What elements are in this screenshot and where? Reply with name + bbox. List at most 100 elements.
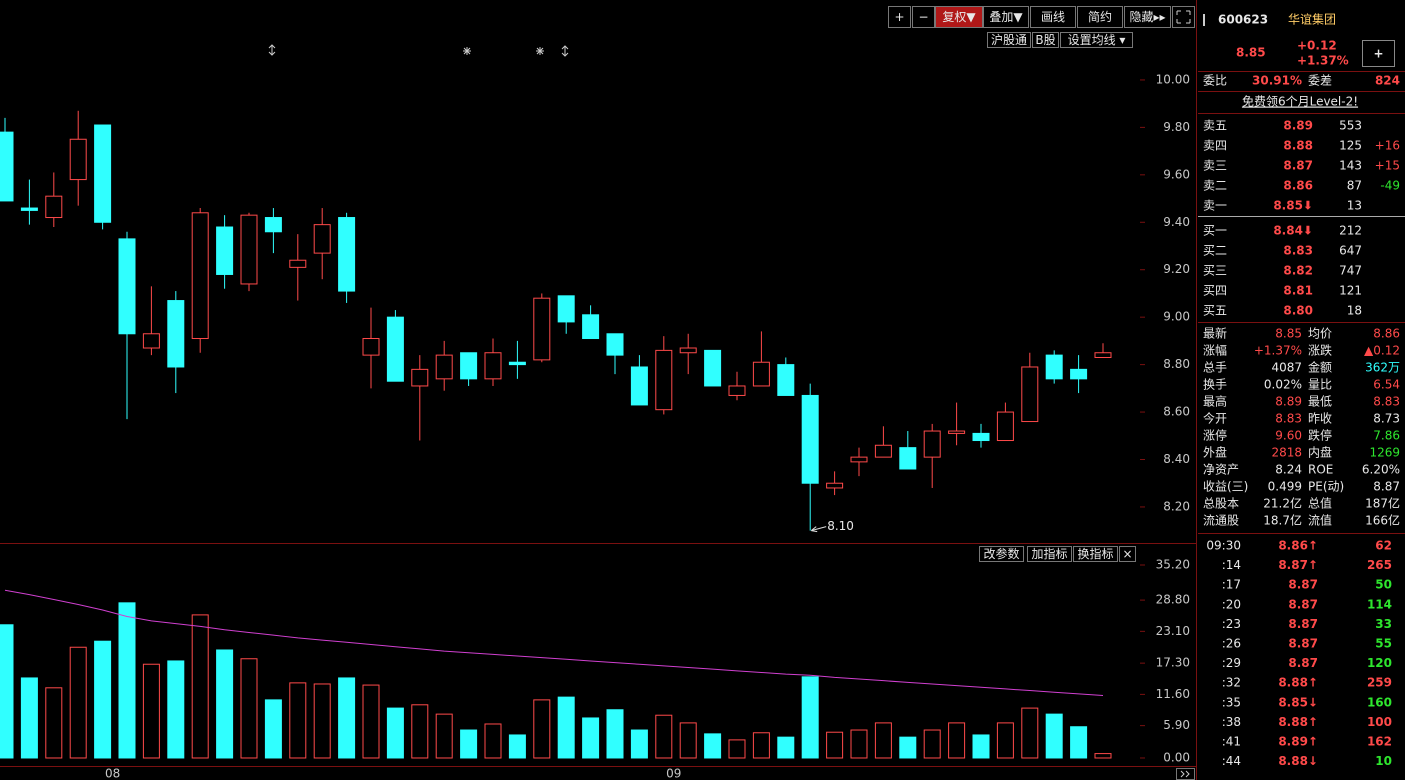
y-tick-label: 10.00: [1156, 72, 1190, 86]
candle-body: [777, 364, 795, 396]
book-price: 8.86: [1283, 179, 1313, 193]
button-label[interactable]: 沪股通: [991, 33, 1027, 47]
button[interactable]: [888, 6, 911, 28]
tick-price: 8.88↑: [1278, 715, 1318, 729]
stock-name: 华谊集团: [1288, 12, 1336, 27]
fullscreen-button[interactable]: [1172, 6, 1195, 28]
stat-label: 跌停: [1308, 428, 1332, 443]
tick-price: 8.86↑: [1278, 539, 1318, 553]
tick-volume: 50: [1375, 578, 1392, 592]
stat-value: 7.86: [1373, 429, 1400, 443]
button[interactable]: [983, 6, 1029, 28]
button[interactable]: [979, 546, 1024, 562]
volume-bar: [850, 729, 868, 759]
volume-bar: [972, 734, 990, 759]
candle-body: [362, 338, 380, 356]
book-price: 8.84⬇: [1273, 224, 1313, 238]
button-label[interactable]: B股: [1035, 33, 1055, 47]
button-label[interactable]: 设置均线 ▾: [1068, 33, 1126, 47]
book-qty: 553: [1339, 119, 1362, 133]
tick-price: 8.87: [1288, 617, 1318, 631]
volume-bar: [142, 663, 160, 759]
button-label[interactable]: 画线: [1041, 10, 1065, 24]
scroll-button[interactable]: [1176, 768, 1195, 780]
button[interactable]: [1032, 32, 1059, 48]
annotation: 8.10: [827, 519, 854, 533]
tick-time: :23: [1222, 617, 1241, 631]
tick-price: 8.88↑: [1278, 676, 1318, 690]
candle-body: [435, 354, 453, 380]
candle-body: [752, 361, 770, 387]
volume-bar: [1045, 713, 1063, 759]
button-label[interactable]: +: [894, 10, 904, 24]
volume-bar: [557, 696, 575, 759]
tick-time: :29: [1222, 656, 1241, 670]
button[interactable]: [935, 6, 983, 28]
stat-value: 362万: [1365, 361, 1400, 375]
volume-bar: [874, 722, 892, 759]
button[interactable]: [987, 32, 1031, 48]
button[interactable]: [1030, 6, 1076, 28]
book-label: 买二: [1203, 244, 1227, 258]
y-tick-label: 8.20: [1163, 499, 1190, 513]
stat-value: 21.2亿: [1263, 496, 1302, 511]
candle-body: [972, 432, 990, 442]
volume-bar: [533, 699, 551, 759]
tick-price: 8.87: [1288, 637, 1318, 651]
button-label[interactable]: −: [918, 10, 928, 24]
y-tick-label: 23.10: [1156, 624, 1190, 638]
button[interactable]: [1077, 6, 1123, 28]
button-label[interactable]: 隐藏▸▸: [1129, 10, 1165, 24]
tick-volume: 160: [1367, 695, 1392, 709]
book-qty: 212: [1339, 224, 1362, 238]
book-price: 8.82: [1283, 264, 1313, 278]
stat-value: 8.73: [1373, 412, 1400, 426]
y-tick-label: 5.90: [1163, 718, 1190, 732]
book-price: 8.89: [1283, 119, 1313, 133]
stat-label: 换手: [1203, 378, 1227, 392]
volume-bar: [899, 736, 917, 759]
button-label[interactable]: ×: [1122, 547, 1132, 561]
button-label[interactable]: 叠加▼: [989, 10, 1023, 24]
candle-body: [826, 482, 844, 489]
button-label[interactable]: 复权▼: [942, 10, 976, 24]
price-change: +0.12: [1297, 39, 1337, 53]
button-label[interactable]: 加指标: [1031, 546, 1067, 561]
book-label: 卖二: [1203, 179, 1227, 193]
tick-price: 8.89↑: [1278, 735, 1318, 749]
stat-value: 6.54: [1373, 378, 1400, 392]
button-label[interactable]: 简约: [1088, 9, 1112, 24]
candle-body: [338, 217, 356, 292]
y-tick-label: 8.60: [1163, 405, 1190, 419]
button[interactable]: [1119, 546, 1136, 562]
book-label: 买三: [1203, 264, 1227, 278]
candle-body: [216, 226, 234, 275]
volume-bar: [167, 660, 185, 759]
stat-label: 均价: [1308, 327, 1332, 341]
add-button[interactable]: [1362, 40, 1395, 67]
volume-bar: [216, 649, 234, 759]
button[interactable]: [912, 6, 935, 28]
stat-label: 流通股: [1203, 514, 1239, 528]
button-label[interactable]: 换指标: [1077, 546, 1113, 561]
button[interactable]: [1124, 6, 1171, 28]
y-tick-label: 9.00: [1163, 310, 1190, 324]
candle-body: [45, 195, 63, 219]
tick-price: 8.87: [1288, 656, 1318, 670]
button[interactable]: [1073, 546, 1118, 562]
button-label[interactable]: 改参数: [983, 546, 1019, 561]
book-qty: 125: [1339, 139, 1362, 153]
stat-label: 总值: [1308, 496, 1332, 511]
volume-bar: [191, 614, 209, 759]
candle-body: [1070, 368, 1088, 380]
value: 30.91%: [1252, 74, 1302, 88]
button[interactable]: [1060, 32, 1133, 48]
volume-bar: [1070, 726, 1088, 759]
stat-value: 8.89: [1275, 395, 1302, 409]
stat-value: 0.02%: [1264, 378, 1302, 392]
candle-body: [508, 361, 526, 366]
button[interactable]: [1027, 546, 1072, 562]
x-tick-label: 09: [666, 767, 681, 780]
candle-body: [264, 217, 282, 233]
add-button-label: +: [1373, 47, 1383, 61]
